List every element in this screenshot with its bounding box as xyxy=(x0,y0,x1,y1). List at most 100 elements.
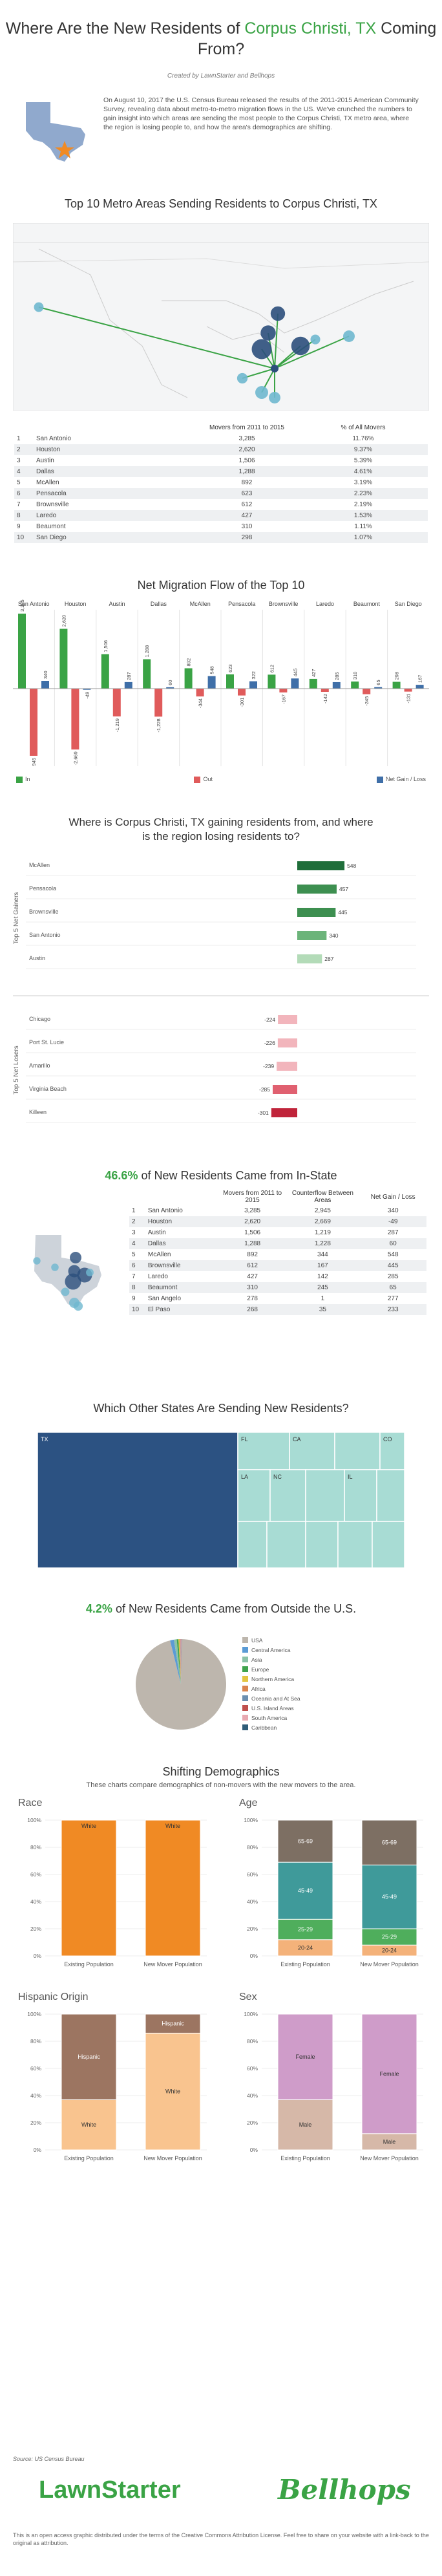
x-category-label: New Mover Population xyxy=(360,1961,419,1968)
cell-counter: 2,669 xyxy=(286,1216,360,1227)
stack-segment xyxy=(145,2032,201,2151)
bar-net xyxy=(374,687,383,689)
cell-net: 287 xyxy=(387,1229,399,1236)
state-tile xyxy=(237,1469,271,1522)
table-row: 6 Brownsville 612 167 445 xyxy=(129,1260,426,1271)
x-category-label: New Mover Population xyxy=(143,2155,202,2162)
state-tile xyxy=(269,1469,306,1522)
cell-rank: 3 xyxy=(132,1229,136,1236)
legend-label: Europe xyxy=(251,1666,269,1673)
table-row: 5 McAllen 892 3.19% xyxy=(14,477,428,488)
legend-label: South America xyxy=(251,1715,288,1721)
y-tick: 60% xyxy=(30,2065,41,2072)
bar-out xyxy=(279,689,288,692)
state-tile xyxy=(266,1521,306,1568)
bar-label: 285 xyxy=(334,672,340,680)
cell-name: Austin xyxy=(36,457,54,464)
loss-bar xyxy=(271,1108,297,1117)
cell-name: Dallas xyxy=(34,466,195,477)
page-title: Where Are the New Residents of Corpus Ch… xyxy=(0,18,442,59)
cell-rank: 9 xyxy=(132,1295,136,1302)
state-label: CA xyxy=(293,1436,301,1443)
state-label: NC xyxy=(273,1474,282,1480)
cell-pct: 5.39% xyxy=(353,457,373,464)
cell-net: 60 xyxy=(359,1238,426,1249)
states-title: Which Other States Are Sending New Resid… xyxy=(93,1402,349,1415)
title-prefix: Where Are the New Residents of xyxy=(5,19,245,38)
pie-slice xyxy=(180,1639,182,1684)
cell-rank: 6 xyxy=(14,488,34,499)
bar-label: 427 xyxy=(311,669,317,677)
bar-net xyxy=(291,678,299,689)
cell-counter: 344 xyxy=(317,1251,328,1258)
cell-rank: 10 xyxy=(14,532,34,543)
bar-label: -1,219 xyxy=(114,718,120,732)
cell-movers: 892 xyxy=(241,479,253,486)
instate-col-net: Net Gain / Loss xyxy=(370,1193,416,1201)
outside-pie-chart: USA Central America Asia Europe Northern Ame… xyxy=(135,1637,300,1731)
loss-bar xyxy=(273,1085,297,1094)
bar-out xyxy=(196,689,204,697)
table-row: 3 Austin 1,506 1,219 287 xyxy=(129,1227,426,1238)
table-row: 1 San Antonio 3,285 11.76% xyxy=(14,433,428,444)
bar-in xyxy=(59,628,68,689)
stack-segment xyxy=(145,2013,201,2034)
table-row: 7 Laredo 427 142 285 xyxy=(129,1271,426,1282)
cell-name: Brownsville xyxy=(36,501,69,508)
bar-label: -301 xyxy=(239,698,245,707)
bar-out xyxy=(154,689,163,717)
y-tick: 80% xyxy=(247,1844,258,1851)
bar-net xyxy=(41,681,49,689)
segment-label: 25-29 xyxy=(298,1926,313,1933)
outside-title: 4.2% of New Residents Came from Outside … xyxy=(0,1602,442,1616)
table-row: 8 Beaumont 310 245 65 xyxy=(129,1282,426,1293)
legend-out: Out xyxy=(194,776,213,783)
cell-movers: 1,288 xyxy=(195,466,299,477)
cell-name: San Antonio xyxy=(147,1207,183,1214)
bar-value: -285 xyxy=(259,1086,270,1093)
bar-in xyxy=(309,678,317,689)
bar-label: 340 xyxy=(43,671,48,679)
metro-dot xyxy=(291,336,310,356)
y-tick: 100% xyxy=(244,1817,258,1823)
bar-label: 623 xyxy=(227,664,233,672)
top10-title: Top 10 Metro Areas Sending Residents to … xyxy=(65,197,377,210)
bar-value: -301 xyxy=(258,1110,269,1116)
metro-bubble xyxy=(33,1257,41,1265)
cell-rank: 7 xyxy=(17,501,21,508)
gain-bar xyxy=(297,861,345,870)
state-label: IL xyxy=(348,1474,353,1480)
flow-line xyxy=(274,336,350,369)
state-tile xyxy=(337,1521,373,1568)
bar-label: 548 xyxy=(209,666,215,674)
cell-movers: 892 xyxy=(247,1251,258,1258)
title-city: Corpus Christi, TX xyxy=(244,19,377,38)
pie-slice xyxy=(135,1639,226,1730)
pie-slice xyxy=(170,1639,181,1684)
demo-subtitle: These charts compare demographics of non… xyxy=(86,1781,356,1789)
cell-name: Brownsville xyxy=(145,1260,219,1271)
bar-label: 310 xyxy=(352,672,358,680)
state-tile xyxy=(334,1432,381,1470)
x-category-label: New Mover Population xyxy=(143,1961,202,1968)
segment-label: 45-49 xyxy=(382,1894,397,1900)
bar-net xyxy=(166,687,174,689)
cell-counter: 1,228 xyxy=(286,1238,360,1249)
cell-pct: 1.07% xyxy=(299,532,428,543)
segment-label: Male xyxy=(299,2121,312,2128)
state-tile xyxy=(289,1432,335,1470)
bar-label: 60 xyxy=(167,680,173,685)
cell-counter: 2,945 xyxy=(314,1207,331,1214)
instate-col-movers: Movers from 2011 to 2015 xyxy=(223,1190,282,1204)
cell-net: 233 xyxy=(359,1304,426,1315)
gainers-chart: McAllen 548 Pensacola 457 Brownsville 445 San … xyxy=(13,861,429,1123)
cell-movers: 310 xyxy=(218,1282,286,1293)
state-tile xyxy=(305,1521,339,1568)
cell-movers: 310 xyxy=(241,523,253,530)
instate-col-counter: Counterflow Between Areas xyxy=(291,1190,353,1204)
legend-swatch xyxy=(242,1724,248,1730)
legend-swatch xyxy=(242,1647,248,1653)
bar-in xyxy=(268,674,276,689)
flow-line xyxy=(38,306,275,369)
